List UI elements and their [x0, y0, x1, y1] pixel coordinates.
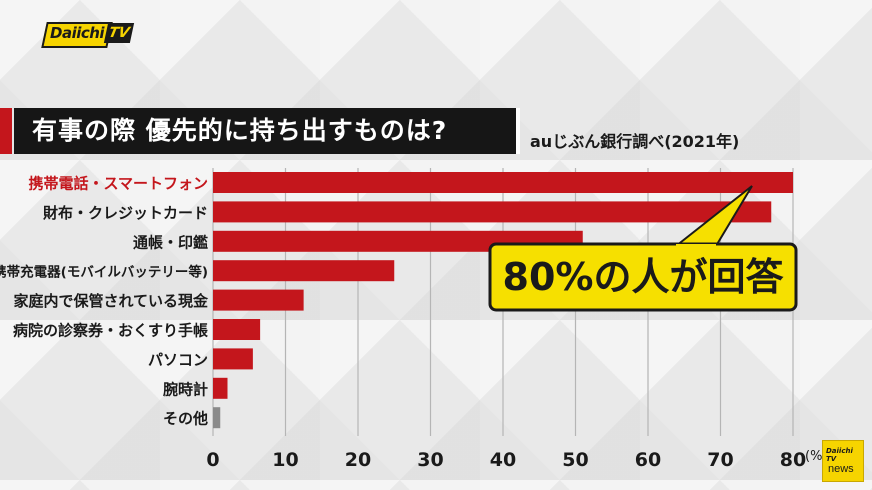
category-label: 携帯充電器(モバイルバッテリー等) [0, 264, 208, 281]
corner-news-logo: Daiichi TV news [822, 440, 864, 482]
category-labels: 携帯電話・スマートフォン財布・クレジットカード通帳・印鑑携帯充電器(モバイルバッ… [0, 175, 209, 428]
bar-7 [213, 377, 228, 399]
chart-title: 有事の際 優先的に持ち出すものは? [14, 108, 520, 154]
bar-1 [213, 201, 772, 223]
bar-3 [213, 260, 395, 282]
category-label: 通帳・印鑑 [133, 233, 208, 251]
category-label: 携帯電話・スマートフォン [28, 175, 208, 193]
bar-4 [213, 289, 304, 311]
x-unit-label: (%) [805, 449, 828, 464]
callout: 80%の人が回答 [488, 185, 798, 312]
bars [213, 172, 793, 429]
x-tick-label: 60 [635, 449, 661, 471]
bar-6 [213, 348, 253, 370]
title-banner: 有事の際 優先的に持ち出すものは? [0, 108, 520, 154]
category-label: その他 [163, 410, 208, 428]
category-label: 家庭内で保管されている現金 [13, 292, 209, 310]
x-tick-label: 70 [707, 449, 733, 471]
logo-text: Daiichi [50, 24, 105, 42]
x-tick-label: 10 [272, 449, 298, 471]
bar-8 [213, 407, 221, 429]
callout-text: 80%の人が回答 [503, 255, 785, 299]
x-tick-label: 50 [562, 449, 588, 471]
title-accent [0, 108, 12, 154]
category-label: パソコン [148, 351, 208, 369]
bar-0 [213, 172, 793, 193]
category-label: 腕時計 [163, 380, 208, 398]
callout-box [488, 242, 798, 312]
bar-5 [213, 319, 261, 340]
category-label: 財布・クレジットカード [42, 204, 208, 222]
source-note: auじぶん銀行調べ(2021年) [530, 132, 740, 151]
x-tick-label: 30 [417, 449, 443, 471]
x-tick-label: 0 [206, 449, 219, 471]
corner-news-text: news [828, 463, 854, 475]
x-tick-labels: 0 10 20 30 40 50 60 70 80(%) [206, 449, 827, 471]
daiichi-tv-logo: Daiichi TV [41, 22, 135, 48]
x-tick-label: 80 [780, 449, 806, 471]
category-label: 病院の診察券・おくすり手帳 [13, 322, 208, 340]
x-tick-label: 20 [345, 449, 371, 471]
corner-logo-text: Daiichi TV [826, 447, 853, 463]
x-tick-label: 40 [490, 449, 516, 471]
